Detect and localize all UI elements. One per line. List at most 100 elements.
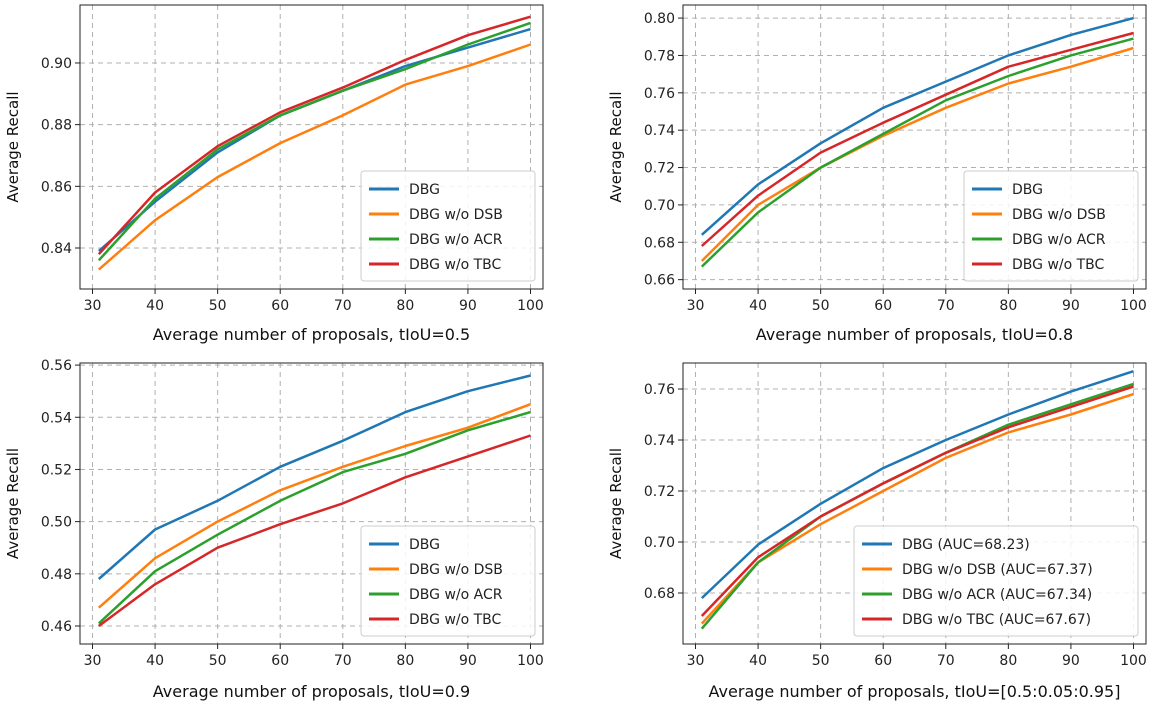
series-line-1 [700,370,1134,600]
x-tick-label: 100 [1120,298,1147,314]
legend-label: DBG w/o DSB [1012,207,1106,223]
y-tick-label: 0.52 [41,462,72,478]
y-axis-label: Average Recall [607,91,625,202]
legend-label: DBG (AUC=68.23) [902,537,1030,553]
x-tick-label: 80 [396,653,414,669]
x-tick-label: 40 [146,653,164,669]
x-tick-label: 40 [749,298,767,314]
legend-label: DBG w/o DSB [409,562,503,578]
legend: DBG DBG w/o DSB DBG w/o ACR DBG w/o TBC [963,170,1139,282]
x-tick-label: 70 [937,653,955,669]
x-tick-label: 40 [146,298,164,314]
x-tick-label: 60 [874,653,892,669]
x-axis-label: Average number of proposals, tIoU=0.5 [153,325,470,344]
legend-label: DBG w/o DSB (AUC=67.37) [902,562,1093,578]
legend: DBG DBG w/o DSB DBG w/o ACR DBG w/o TBC [360,170,536,282]
x-tick-label: 90 [1062,298,1080,314]
x-tick-label: 100 [517,653,544,669]
x-tick-label: 70 [334,298,352,314]
y-tick-label: 0.46 [41,619,72,635]
x-tick-label: 80 [999,653,1017,669]
x-tick-label: 30 [84,298,102,314]
y-tick-label: 0.86 [41,179,72,195]
series-line-4 [700,31,1134,247]
x-tick-label: 70 [334,653,352,669]
y-tick-label: 0.72 [644,484,675,500]
legend-label: DBG w/o TBC (AUC=67.67) [902,612,1091,628]
x-tick-label: 90 [459,653,477,669]
y-tick-label: 0.68 [644,235,675,251]
x-axis-label: Average number of proposals, tIoU=0.8 [756,325,1073,344]
legend-label: DBG w/o ACR [409,232,503,248]
y-tick-label: 0.54 [41,410,72,426]
x-tick-label: 60 [271,653,289,669]
legend-label: DBG w/o TBC [409,257,502,273]
series-line-4 [97,15,531,256]
series-line-1 [97,374,531,580]
y-tick-label: 0.72 [644,161,675,177]
subplot-3: 30 40 50 60 70 80 90 100 0.46 0.48 0.50 0.52 0.54 0.5… [4,358,544,701]
legend-box [963,170,1139,282]
legend-box [853,525,1139,637]
x-tick-label: 50 [209,653,227,669]
y-tick-label: 0.56 [41,358,72,374]
subplot-1: 30 40 50 60 70 80 90 100 0.84 0.86 0.88 0.90 Average… [4,4,544,344]
series-line-3 [97,21,531,262]
legend-label: DBG w/o TBC [409,612,502,628]
legend-label: DBG [409,537,440,553]
x-tick-label: 40 [749,653,767,669]
axes-frame [79,362,544,645]
y-tick-label: 0.76 [644,86,675,102]
series-line-2 [97,403,531,609]
x-tick-label: 50 [209,298,227,314]
y-tick-label: 0.70 [644,535,675,551]
legend-label: DBG [1012,182,1043,198]
y-tick-label: 0.50 [41,515,72,531]
x-tick-label: 80 [999,298,1017,314]
series-line-4 [700,385,1134,617]
axes-frame [682,362,1147,645]
legend-label: DBG w/o DSB [409,207,503,223]
series-line-3 [700,37,1134,268]
y-tick-label: 0.74 [644,433,675,449]
series-line-3 [97,410,531,625]
series-line-2 [700,46,1134,262]
x-tick-label: 30 [687,298,705,314]
x-tick-label: 80 [396,298,414,314]
x-axis-label: Average number of proposals, tIoU=0.9 [153,682,470,701]
axes-frame [682,4,1147,290]
y-tick-label: 0.80 [644,11,675,27]
legend-label: DBG [409,182,440,198]
legend-label: DBG w/o ACR [1012,232,1106,248]
x-tick-label: 90 [1062,653,1080,669]
y-tick-label: 0.76 [644,382,675,398]
x-tick-label: 30 [84,653,102,669]
legend-box [360,170,536,282]
x-tick-label: 70 [937,298,955,314]
y-axis-label: Average Recall [4,91,22,202]
x-tick-label: 100 [1120,653,1147,669]
x-tick-label: 60 [271,298,289,314]
subplot-2: 30 40 50 60 70 80 90 100 0.66 0.68 0.70 0.72 0.74 0.7… [607,4,1147,344]
y-tick-label: 0.48 [41,567,72,583]
y-tick-label: 0.66 [644,273,675,289]
y-tick-label: 0.68 [644,586,675,602]
subplot-4: 30 40 50 60 70 80 90 100 0.68 0.70 0.72 0.74 0.76 Ave… [607,362,1147,701]
legend: DBG DBG w/o DSB DBG w/o ACR DBG w/o TBC [360,525,536,637]
legend-box [360,525,536,637]
x-tick-label: 100 [517,298,544,314]
x-tick-label: 50 [812,653,830,669]
y-tick-label: 0.70 [644,198,675,214]
x-tick-label: 60 [874,298,892,314]
y-axis-label: Average Recall [607,448,625,559]
x-tick-label: 30 [687,653,705,669]
series-line-1 [700,16,1134,236]
y-tick-label: 0.78 [644,48,675,64]
axes-frame [79,4,544,290]
y-tick-label: 0.88 [41,118,72,134]
legend: DBG (AUC=68.23) DBG w/o DSB (AUC=67.37) DB… [853,525,1139,637]
x-tick-label: 50 [812,298,830,314]
y-tick-label: 0.84 [41,241,72,257]
x-axis-label: Average number of proposals, tIoU=[0.5:0… [709,682,1121,701]
